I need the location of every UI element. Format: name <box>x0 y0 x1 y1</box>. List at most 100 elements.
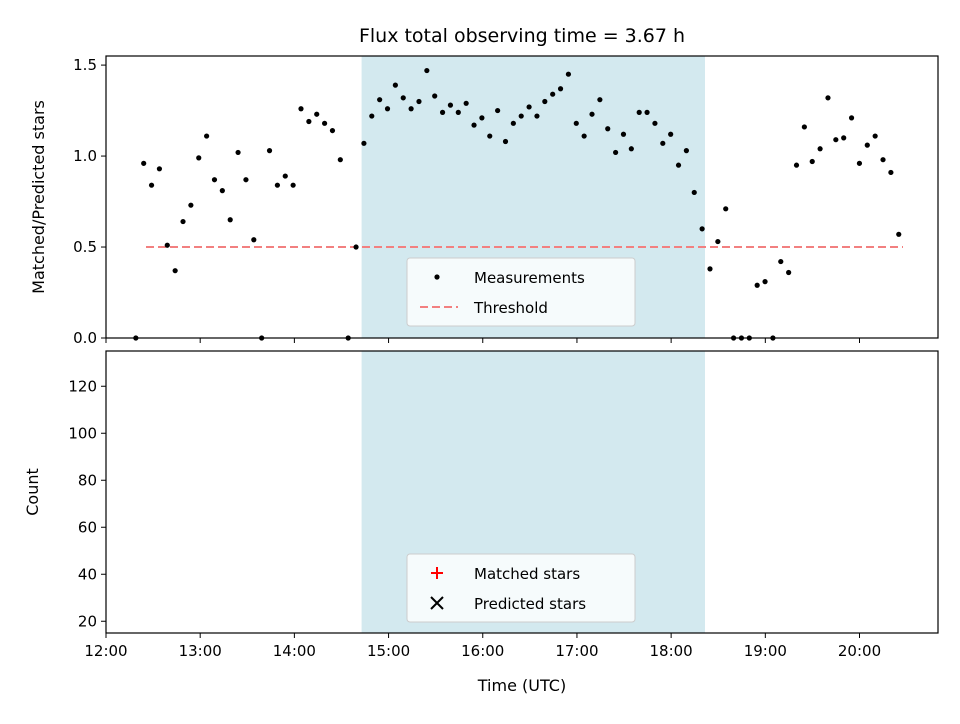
measurement-point <box>227 217 233 223</box>
measurement-point <box>384 106 391 112</box>
measurement-point <box>266 148 273 154</box>
measurement-point <box>306 118 312 125</box>
measurement-point <box>880 157 886 163</box>
measurement-point <box>204 133 210 139</box>
measurement-point <box>605 126 611 132</box>
bottom-x-tick-label: 15:00 <box>367 642 410 660</box>
measurement-point <box>172 268 178 274</box>
measurement-point <box>495 107 501 114</box>
bottom-y-tick-label: 80 <box>78 471 97 489</box>
top-y-tick-label: 1.0 <box>73 147 97 165</box>
measurement-point <box>243 177 249 183</box>
measurement-point <box>896 231 902 237</box>
measurement-point <box>282 173 288 179</box>
bottom-x-tick-label: 13:00 <box>179 642 222 660</box>
measurement-point <box>699 226 705 232</box>
bottom-x-tick-label: 16:00 <box>461 642 504 660</box>
measurement-point <box>361 140 367 146</box>
measurement-point <box>754 282 760 288</box>
bottom-y-axis-label: Count <box>23 468 42 516</box>
measurement-point <box>841 135 847 141</box>
measurement-point <box>573 120 579 126</box>
measurement-point <box>542 98 548 105</box>
measurement-point <box>683 148 689 154</box>
measurement-point <box>274 182 281 188</box>
measurement-point <box>298 106 304 112</box>
measurement-point <box>668 131 674 137</box>
measurement-point <box>463 100 469 106</box>
measurement-point <box>487 133 493 139</box>
measurement-point <box>164 242 170 248</box>
legend-matched-marker <box>431 567 443 579</box>
measurement-point <box>400 95 406 101</box>
legend-measurements-label: Measurements <box>474 269 585 287</box>
measurement-point <box>353 244 359 250</box>
measurement-point <box>864 142 870 148</box>
legend-measurements-marker <box>434 274 440 280</box>
measurement-point <box>321 120 328 126</box>
measurement-point <box>455 109 461 115</box>
measurement-point <box>848 115 855 121</box>
bottom-y-tick-label: 120 <box>68 377 97 395</box>
measurement-point <box>148 182 155 188</box>
measurement-point <box>447 102 454 108</box>
measurement-point <box>675 162 682 168</box>
top-legend: Measurements Threshold <box>406 257 636 327</box>
top-plot-frame <box>105 55 939 339</box>
legend-matched-label: Matched stars <box>474 565 580 583</box>
measurement-point <box>329 127 336 134</box>
x-axis-label: Time (UTC) <box>477 676 566 695</box>
top-y-axis-label: Matched/Predicted stars <box>29 100 48 294</box>
bottom-y-tick-label: 100 <box>68 424 97 442</box>
measurement-point <box>613 149 619 156</box>
top-y-tick-label: 1.5 <box>73 56 97 74</box>
bottom-x-tick-label: 19:00 <box>744 642 787 660</box>
legend-predicted-label: Predicted stars <box>474 595 586 613</box>
measurement-point <box>872 133 878 139</box>
measurement-point <box>652 120 658 126</box>
measurement-point <box>888 169 894 176</box>
measurement-point <box>793 162 800 168</box>
measurement-point <box>778 258 784 265</box>
measurement-point <box>786 269 792 276</box>
measurement-point <box>424 67 430 74</box>
measurement-point <box>620 131 627 137</box>
measurement-point <box>408 106 414 112</box>
measurement-point <box>691 189 697 196</box>
measurement-point <box>235 149 241 156</box>
bottom-x-tick-label: 20:00 <box>838 642 881 660</box>
measurement-point <box>471 122 477 128</box>
measurement-point <box>723 206 729 212</box>
measurement-point <box>290 182 296 188</box>
measurement-point <box>636 109 642 115</box>
measurement-point <box>817 146 823 152</box>
measurement-point <box>377 97 383 103</box>
legend-threshold-label: Threshold <box>473 299 548 317</box>
measurement-point <box>180 218 186 225</box>
measurement-point <box>715 238 721 245</box>
measurement-point <box>809 158 815 165</box>
chart-title: Flux total observing time = 3.67 h <box>359 25 685 47</box>
bottom-x-tick-label: 12:00 <box>84 642 127 660</box>
measurement-point <box>801 124 807 130</box>
measurement-point <box>156 166 163 172</box>
bottom-plot-frame <box>105 350 939 634</box>
measurement-point <box>141 160 147 166</box>
measurement-point <box>337 157 343 163</box>
legend-predicted-marker <box>430 596 444 610</box>
measurement-point <box>660 140 666 146</box>
measurement-point <box>211 177 218 183</box>
measurement-point <box>416 98 422 105</box>
bottom-x-tick-label: 14:00 <box>273 642 316 660</box>
measurement-point <box>219 188 225 194</box>
measurement-point <box>188 202 194 208</box>
measurement-point <box>369 113 375 119</box>
top-y-tick-label: 0.5 <box>73 238 97 256</box>
measurement-point <box>534 113 540 119</box>
ratio-panel: 0.0 0.5 1.0 1.5 Matched/Predicted stars Mea… <box>29 55 939 347</box>
bottom-legend: Matched stars Predicted stars <box>406 553 636 623</box>
measurement-point <box>644 109 650 115</box>
measurement-point <box>833 137 839 143</box>
measurement-point <box>251 237 257 243</box>
